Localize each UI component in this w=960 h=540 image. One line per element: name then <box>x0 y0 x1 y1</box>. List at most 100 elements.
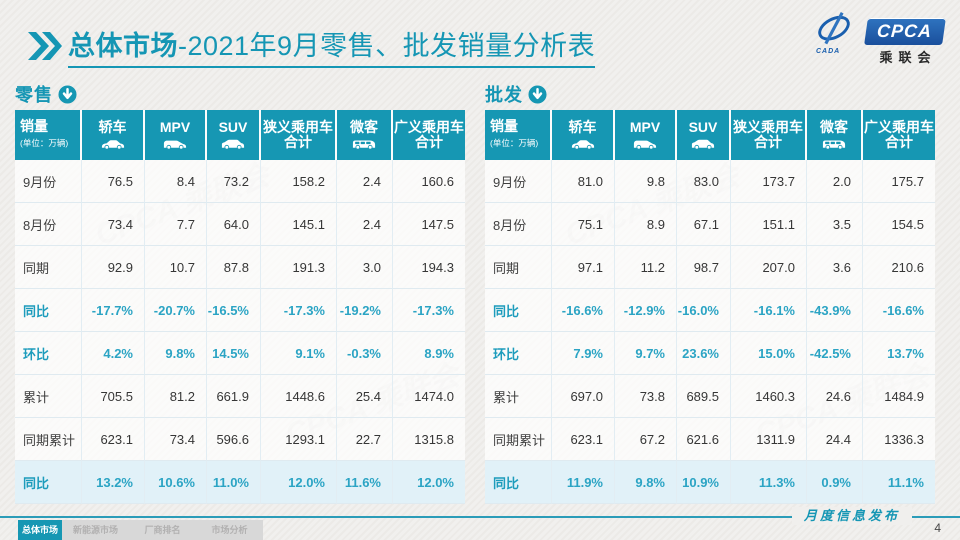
value-cell: 1474.0 <box>393 375 465 418</box>
row-label: 8月份 <box>15 203 82 246</box>
table-row: 环比 7.9% 9.7% 23.6% 15.0% -42.5% 13.7% <box>485 332 935 375</box>
value-cell: 13.7% <box>863 332 935 375</box>
column-header-label: 销量 <box>490 118 518 134</box>
table-row: 9月份 81.0 9.8 83.0 173.7 2.0 175.7 <box>485 160 935 203</box>
row-label: 环比 <box>485 332 552 375</box>
cpca-logo: CADA CPCA 乘联会 <box>812 8 946 65</box>
value-cell: 23.6% <box>677 332 731 375</box>
value-cell: 13.2% <box>82 461 145 504</box>
nav-tab-nev-market[interactable]: 新能源市场 <box>62 520 129 540</box>
retail-section: 零售 销量 (单位：万辆) 轿车 MPV SUV 狭义乘用车 合计 微客 广义乘用车 合计 9月… <box>15 82 465 504</box>
column-header-label: SUV <box>218 119 248 135</box>
value-cell: 8.9% <box>393 332 465 375</box>
nav-tab-market-analysis[interactable]: 市场分析 <box>196 520 263 540</box>
table-header-row: 销量 (单位：万辆) 轿车 MPV SUV 狭义乘用车 合计 微客 广义乘用车 合计 <box>485 110 935 160</box>
nav-tab-manufacturer-ranking[interactable]: 厂商排名 <box>129 520 196 540</box>
sedan-icon <box>571 140 594 150</box>
section-title: 零售 <box>15 85 53 105</box>
value-cell: -16.1% <box>731 289 807 332</box>
value-cell: 689.5 <box>677 375 731 418</box>
value-cell: 73.8 <box>615 375 677 418</box>
column-header: 销量 (单位：万辆) <box>485 110 552 160</box>
column-header: 广义乘用车 合计 <box>863 110 935 160</box>
column-header-label: 轿车 <box>98 119 127 135</box>
value-cell: 73.4 <box>82 203 145 246</box>
row-label: 9月份 <box>15 160 82 203</box>
cpca-wordmark-text: CPCA <box>876 21 934 41</box>
table-row: 同期 92.9 10.7 87.8 191.3 3.0 194.3 <box>15 246 465 289</box>
value-cell: 2.0 <box>807 160 863 203</box>
column-header: 微客 <box>337 110 393 160</box>
suv-icon <box>691 139 715 150</box>
row-label: 同期累计 <box>485 418 552 461</box>
wholesale-section-header: 批发 <box>485 82 935 106</box>
value-cell: 11.2 <box>615 246 677 289</box>
nav-tab-overall-market[interactable]: 总体市场 <box>18 520 62 540</box>
value-cell: 697.0 <box>552 375 615 418</box>
row-label: 同比 <box>15 461 82 504</box>
value-cell: 1460.3 <box>731 375 807 418</box>
value-cell: 2.4 <box>337 203 393 246</box>
row-label: 同期累计 <box>15 418 82 461</box>
column-header-label: 微客 <box>350 119 378 135</box>
value-cell: 173.7 <box>731 160 807 203</box>
value-cell: 194.3 <box>393 246 465 289</box>
table-row: 同期累计 623.1 67.2 621.6 1311.9 24.4 1336.3 <box>485 418 935 461</box>
value-cell: -17.3% <box>261 289 337 332</box>
column-header-label: 轿车 <box>568 119 597 135</box>
mpv-icon <box>633 140 657 150</box>
microvan-icon <box>822 140 846 150</box>
wholesale-section: 批发 销量 (单位：万辆) 轿车 MPV SUV 狭义乘用车 合计 微客 广义乘用车 合计 9月… <box>485 82 935 504</box>
value-cell: 76.5 <box>82 160 145 203</box>
value-cell: 207.0 <box>731 246 807 289</box>
value-cell: 10.6% <box>145 461 207 504</box>
value-cell: 11.3% <box>731 461 807 504</box>
value-cell: 9.8% <box>615 461 677 504</box>
column-header-label: MPV <box>159 119 191 135</box>
column-header: MPV <box>145 110 207 160</box>
value-cell: 705.5 <box>82 375 145 418</box>
value-cell: 81.2 <box>145 375 207 418</box>
column-header: 狭义乘用车 合计 <box>261 110 337 160</box>
value-cell: -16.0% <box>677 289 731 332</box>
value-cell: 9.7% <box>615 332 677 375</box>
value-cell: 175.7 <box>863 160 935 203</box>
value-cell: 1293.1 <box>261 418 337 461</box>
row-label: 累计 <box>15 375 82 418</box>
table-row: 同比 13.2% 10.6% 11.0% 12.0% 11.6% 12.0% <box>15 461 465 504</box>
row-label: 同期 <box>485 246 552 289</box>
cada-label: CADA <box>816 48 841 55</box>
value-cell: 25.4 <box>337 375 393 418</box>
value-cell: 98.7 <box>677 246 731 289</box>
retail-sales-table: 销量 (单位：万辆) 轿车 MPV SUV 狭义乘用车 合计 微客 广义乘用车 合计 9月份 76… <box>15 110 465 504</box>
table-row: 累计 705.5 81.2 661.9 1448.6 25.4 1474.0 <box>15 375 465 418</box>
column-header: MPV <box>615 110 677 160</box>
sedan-icon <box>101 140 124 150</box>
column-header: SUV <box>207 110 261 160</box>
column-header-unit: (单位：万辆) <box>490 138 539 148</box>
value-cell: 158.2 <box>261 160 337 203</box>
column-header-label: SUV <box>688 119 718 135</box>
value-cell: 154.5 <box>863 203 935 246</box>
column-header-label: MPV <box>629 119 661 135</box>
value-cell: 151.1 <box>731 203 807 246</box>
value-cell: 4.2% <box>82 332 145 375</box>
mpv-icon <box>163 140 187 150</box>
footer-divider <box>0 516 960 518</box>
table-row: 9月份 76.5 8.4 73.2 158.2 2.4 160.6 <box>15 160 465 203</box>
title-rest: -2021年9月零售、批发销量分析表 <box>178 31 596 61</box>
value-cell: 67.2 <box>615 418 677 461</box>
value-cell: 147.5 <box>393 203 465 246</box>
value-cell: -0.3% <box>337 332 393 375</box>
value-cell: 9.8% <box>145 332 207 375</box>
table-row: 8月份 73.4 7.7 64.0 145.1 2.4 147.5 <box>15 203 465 246</box>
value-cell: 596.6 <box>207 418 261 461</box>
value-cell: 191.3 <box>261 246 337 289</box>
value-cell: -20.7% <box>145 289 207 332</box>
table-row: 同比 11.9% 9.8% 10.9% 11.3% 0.9% 11.1% <box>485 461 935 504</box>
value-cell: 64.0 <box>207 203 261 246</box>
value-cell: 10.7 <box>145 246 207 289</box>
row-label: 环比 <box>15 332 82 375</box>
column-header-label: 广义乘用车 合计 <box>864 119 934 150</box>
retail-section-header: 零售 <box>15 82 465 106</box>
